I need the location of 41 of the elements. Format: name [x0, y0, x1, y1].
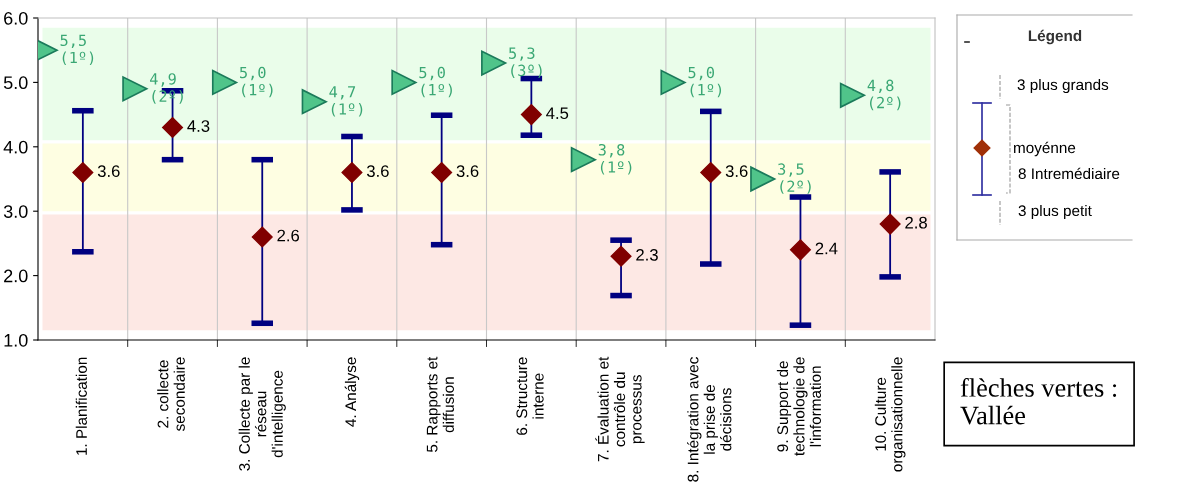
data-label: 3,8 (1º)	[598, 143, 632, 175]
y-tick-label: 6.0	[4, 11, 28, 25]
y-tick-label: 2.0	[4, 269, 28, 283]
data-label: 4.3	[187, 120, 210, 132]
text: 8 Intremédiaire	[1018, 167, 1120, 180]
data-label: 3.6	[456, 165, 479, 178]
y-tick-label: 1.0	[4, 333, 28, 347]
data-label: 5,5 (1º)	[60, 34, 94, 66]
x-tick-label: 7. Évaluation et contrôle du processus	[595, 356, 645, 462]
data-label: 4,8 (2º)	[867, 79, 901, 111]
data-label: 2.3	[636, 248, 658, 261]
data-label: 4,7 (1º)	[329, 86, 363, 117]
text: 3 plus petit	[1018, 204, 1092, 220]
text: Légend	[1028, 29, 1082, 45]
data-label: 5,0 (1º)	[240, 66, 273, 98]
data-label: 5,0 (1º)	[688, 66, 722, 98]
x-tick-label: 3. Collecte par le réseau d'intelligence	[238, 357, 286, 471]
data-label: 3.6	[366, 165, 389, 178]
x-tick-label: 4. Anályse	[344, 357, 360, 427]
y-tick-label: 3.0	[3, 205, 28, 218]
y-tick-label: 5.0	[3, 76, 28, 90]
x-tick-label: 6. Structure interne	[516, 357, 544, 435]
y-tick-label: 4.0	[3, 140, 28, 154]
text: flèches vertes : Vallée	[960, 377, 1117, 425]
data-label: 5,3 (3º)	[509, 47, 542, 78]
data-label: 3.6	[97, 165, 120, 178]
x-tick-label: 2. collecte secondaire	[157, 357, 185, 431]
data-label: 4.5	[546, 107, 569, 120]
text: 3 plus grands	[1017, 78, 1109, 94]
data-label: 2.8	[905, 216, 927, 229]
text: moyénne	[1014, 141, 1076, 157]
x-tick-label: 8. Intégration avec la prise de décisions	[687, 357, 732, 482]
x-tick-label: 9. Support de technologie de l'information	[776, 357, 822, 456]
data-label: 2.6	[277, 229, 300, 242]
data-label: 3,5 (2º)	[778, 163, 811, 194]
data-label: 2.4	[815, 242, 838, 255]
data-label: 5,0 (1º)	[419, 66, 452, 98]
data-label: 3.6	[725, 165, 748, 178]
x-tick-label: 5. Rapports et diffusion	[426, 356, 454, 453]
x-tick-label: 10. Culture organisationnelle	[874, 357, 906, 472]
x-tick-label: 1. Planification	[75, 357, 87, 455]
